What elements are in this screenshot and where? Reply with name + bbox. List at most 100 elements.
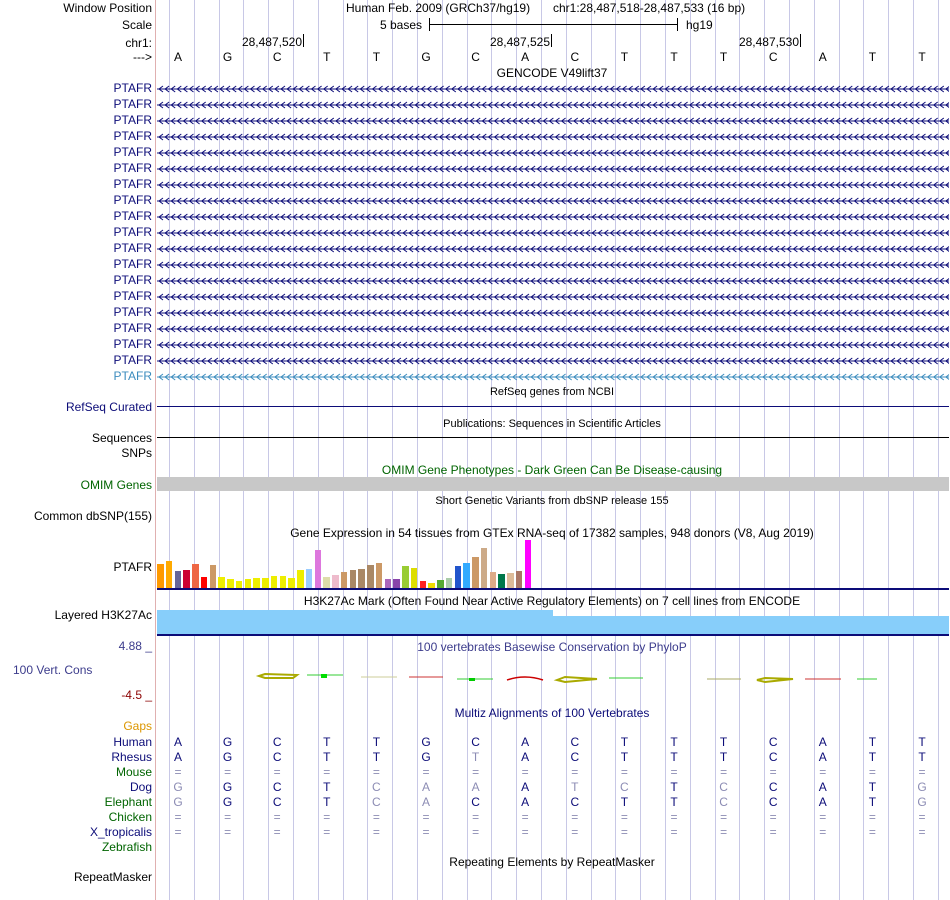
gencode-transcript-label[interactable]: PTAFR — [113, 177, 152, 191]
gtex-tissue-bar[interactable] — [472, 557, 479, 588]
gtex-tissue-bar[interactable] — [235, 581, 243, 588]
gtex-tissue-bar[interactable] — [200, 577, 208, 588]
gencode-transcript-label[interactable]: PTAFR — [113, 289, 152, 303]
gtex-tissue-bar[interactable] — [410, 568, 418, 588]
gtex-tissue-bar[interactable] — [375, 563, 383, 588]
gtex-tissue-bar[interactable] — [384, 579, 391, 588]
gencode-transcript-strand[interactable] — [157, 371, 949, 383]
gtex-tissue-bar[interactable] — [157, 564, 164, 588]
gtex-tissue-bar[interactable] — [174, 571, 181, 588]
gencode-transcript-label[interactable]: PTAFR — [113, 113, 152, 127]
gencode-transcript-label[interactable]: PTAFR — [113, 321, 152, 335]
gtex-tissue-bar[interactable] — [454, 566, 461, 588]
gtex-tissue-bar[interactable] — [165, 561, 173, 588]
gtex-tissue-bar[interactable] — [349, 570, 356, 588]
gtex-tissue-bar[interactable] — [463, 563, 470, 588]
publications-sequence-line[interactable] — [157, 437, 949, 438]
species-label[interactable]: Chicken — [108, 810, 152, 824]
omim-gene-bar[interactable] — [157, 477, 949, 491]
repeatmasker-track-label[interactable]: RepeatMasker — [73, 870, 152, 884]
sequences-track-label[interactable]: Sequences — [91, 431, 152, 445]
gtex-tissue-bar[interactable] — [340, 572, 348, 588]
gencode-transcript-label[interactable]: PTAFR — [113, 273, 152, 287]
refseq-track-label[interactable]: RefSeq Curated — [65, 400, 152, 414]
gencode-transcript-label[interactable]: PTAFR — [113, 129, 152, 143]
species-label[interactable]: Mouse — [115, 765, 152, 779]
refseq-gene-line[interactable] — [157, 406, 949, 407]
gencode-transcript-strand[interactable] — [157, 323, 949, 335]
gtex-tissue-bar[interactable] — [437, 580, 444, 588]
gtex-tissue-bar[interactable] — [428, 583, 435, 588]
gencode-transcript-strand[interactable] — [157, 131, 949, 143]
h3k27ac-signal-right[interactable] — [553, 616, 949, 634]
gtex-tissue-bar[interactable] — [498, 574, 505, 588]
gtex-tissue-bar[interactable] — [227, 579, 234, 588]
h3k27ac-track-label[interactable]: Layered H3K27Ac — [54, 608, 152, 622]
gtex-tissue-bar[interactable] — [480, 548, 488, 588]
gencode-transcript-strand[interactable] — [157, 99, 949, 111]
omim-track-label[interactable]: OMIM Genes — [80, 478, 152, 492]
gtex-tissue-bar[interactable] — [358, 569, 365, 588]
gtex-tissue-bar[interactable] — [314, 550, 321, 588]
gtex-tissue-bar[interactable] — [288, 578, 295, 588]
gtex-tissue-bar[interactable] — [270, 576, 278, 588]
gtex-tissue-bar[interactable] — [279, 576, 286, 588]
species-label[interactable]: Zebrafish — [101, 840, 152, 854]
gtex-tissue-bar[interactable] — [297, 570, 304, 588]
gencode-transcript-strand[interactable] — [157, 115, 949, 127]
gencode-transcript-strand[interactable] — [157, 355, 949, 367]
gtex-gene-label[interactable]: PTAFR — [113, 560, 152, 574]
gencode-transcript-strand[interactable] — [157, 179, 949, 191]
gtex-tissue-bar[interactable] — [244, 579, 251, 588]
gtex-tissue-bar[interactable] — [305, 569, 313, 588]
dbsnp-track-label[interactable]: Common dbSNP(155) — [33, 509, 152, 523]
gencode-transcript-strand[interactable] — [157, 291, 949, 303]
gencode-transcript-label[interactable]: PTAFR — [113, 225, 152, 239]
gtex-tissue-bar[interactable] — [367, 565, 374, 588]
gtex-tissue-bar[interactable] — [515, 571, 523, 588]
gtex-tissue-bar[interactable] — [393, 579, 400, 588]
gencode-transcript-strand[interactable] — [157, 227, 949, 239]
gtex-tissue-bar[interactable] — [507, 573, 514, 588]
species-label[interactable]: Dog — [129, 780, 152, 794]
gencode-transcript-label[interactable]: PTAFR — [113, 337, 152, 351]
gencode-transcript-label[interactable]: PTAFR — [113, 161, 152, 175]
gencode-transcript-strand[interactable] — [157, 211, 949, 223]
gtex-tissue-bar[interactable] — [209, 565, 216, 588]
gencode-transcript-label[interactable]: PTAFR — [113, 97, 152, 111]
species-label[interactable]: Elephant — [104, 795, 152, 809]
conservation-wiggle[interactable] — [157, 666, 949, 688]
gencode-transcript-label[interactable]: PTAFR — [113, 81, 152, 95]
gtex-tissue-bar[interactable] — [332, 575, 339, 588]
gencode-transcript-strand[interactable] — [157, 339, 949, 351]
gencode-transcript-strand[interactable] — [157, 275, 949, 287]
gencode-transcript-strand[interactable] — [157, 307, 949, 319]
gencode-transcript-label[interactable]: PTAFR — [113, 209, 152, 223]
conservation-track-label[interactable]: 100 Vert. Cons — [13, 663, 93, 677]
gtex-tissue-bar[interactable] — [445, 578, 453, 588]
gencode-transcript-label[interactable]: PTAFR — [113, 369, 152, 383]
gtex-tissue-bar[interactable] — [192, 564, 199, 588]
gtex-tissue-bar[interactable] — [253, 578, 260, 588]
species-label[interactable]: Human — [113, 735, 152, 749]
gencode-transcript-label[interactable]: PTAFR — [113, 353, 152, 367]
gtex-tissue-bar[interactable] — [402, 566, 409, 588]
gencode-transcript-strand[interactable] — [157, 195, 949, 207]
gencode-transcript-strand[interactable] — [157, 243, 949, 255]
gtex-tissue-bar[interactable] — [323, 577, 330, 588]
h3k27ac-signal-left[interactable] — [157, 610, 553, 634]
gtex-tissue-bar[interactable] — [524, 540, 531, 588]
gtex-tissue-bar[interactable] — [262, 578, 269, 588]
gencode-transcript-label[interactable]: PTAFR — [113, 305, 152, 319]
gtex-tissue-bar[interactable] — [183, 570, 190, 588]
species-label[interactable]: Rhesus — [111, 750, 152, 764]
snps-track-label[interactable]: SNPs — [121, 446, 152, 460]
gtex-tissue-bar[interactable] — [489, 572, 496, 588]
gencode-transcript-strand[interactable] — [157, 259, 949, 271]
gencode-transcript-label[interactable]: PTAFR — [113, 241, 152, 255]
gencode-transcript-strand[interactable] — [157, 83, 949, 95]
species-label[interactable]: X_tropicalis — [89, 825, 152, 839]
gencode-transcript-strand[interactable] — [157, 163, 949, 175]
gencode-transcript-strand[interactable] — [157, 147, 949, 159]
